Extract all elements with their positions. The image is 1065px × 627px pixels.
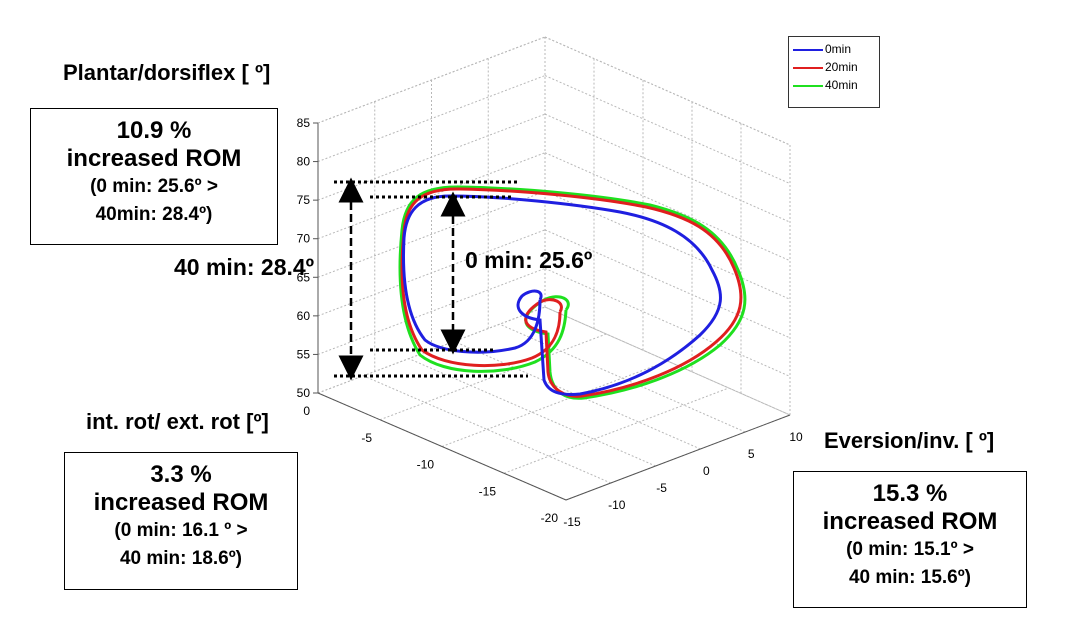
legend-label-40min: 40min: [825, 78, 858, 92]
grid-line: [544, 267, 791, 377]
plantar-rom-percent: 10.9 %: [116, 117, 192, 144]
rom-0-annotation: 0 min: 25.6º: [465, 247, 593, 273]
series-line-0min: [398, 185, 747, 400]
rom-40-annotation: 40 min: 28.4º: [174, 254, 315, 280]
z-tick-label: 50: [297, 386, 311, 400]
series-line-40min: [401, 194, 722, 396]
grid-line: [453, 340, 701, 450]
legend-swatch-20min: [793, 67, 823, 69]
z-tick-label: 60: [297, 309, 311, 323]
z-tick-label: 55: [297, 347, 311, 361]
plantar-rom-box: 10.9 % increased ROM (0 min: 25.6º > 40m…: [30, 108, 278, 245]
z-axis-label: Plantar/dorsiflex [ º]: [63, 60, 271, 85]
grid-line: [544, 152, 791, 262]
grid-line: [503, 387, 729, 474]
plantar-rom-detail-2: 40min: 28.4º): [95, 204, 213, 225]
plantar-rom-detail-1: (0 min: 25.6º >: [90, 176, 218, 197]
grid-line: [499, 323, 746, 433]
rotation-rom-text: increased ROM: [93, 489, 269, 516]
grid-line: [544, 75, 791, 185]
legend-swatch-0min: [793, 49, 823, 51]
box-edge: [544, 36, 791, 146]
plantar-rom-text: increased ROM: [66, 145, 242, 172]
grid-line: [544, 113, 791, 223]
series-line-20min: [400, 187, 743, 398]
y-tick-label: 0: [303, 404, 310, 418]
y-axis-label: int. rot/ ext. rot [º]: [86, 409, 269, 434]
y-tick-label: -5: [361, 431, 372, 445]
rom-measure-lines: [334, 177, 528, 381]
rotation-rom-detail-2: 40 min: 18.6º): [119, 548, 243, 569]
eversion-rom-detail-1: (0 min: 15.1º >: [846, 539, 974, 560]
grid-line: [544, 229, 791, 339]
x-tick-label: 0: [703, 464, 710, 478]
grid-lines: [317, 36, 791, 501]
legend-swatch-40min: [793, 85, 823, 87]
eversion-rom-detail-2: 40 min: 15.6º): [848, 567, 972, 588]
rotation-rom-box: 3.3 % increased ROM (0 min: 16.1 º > 40 …: [64, 452, 298, 590]
legend: 0min 20min 40min: [788, 36, 880, 108]
x-tick-label: 10: [789, 430, 803, 444]
tick-labels: 50 55 60 65 70 75 80 85 0 -5 -10 -15 -20 -15 -10 -5 0 5 10: [297, 116, 803, 529]
rotation-rom-detail-1: (0 min: 16.1 º >: [114, 520, 248, 541]
legend-label-0min: 0min: [825, 42, 852, 56]
grid-line: [317, 75, 546, 163]
z-tick-label: 70: [297, 232, 311, 246]
y-tick-label: -15: [479, 484, 497, 498]
eversion-rom-percent: 15.3 %: [872, 480, 948, 507]
z-tick-label: 65: [297, 270, 311, 284]
x-tick-label: -10: [608, 498, 626, 512]
x-tick-label: -15: [563, 515, 581, 529]
rotation-rom-percent: 3.3 %: [150, 461, 212, 488]
y-tick-label: -10: [417, 458, 435, 472]
series-curves: [398, 185, 747, 400]
grid-line: [379, 333, 607, 421]
z-tick-label: 75: [297, 193, 311, 207]
z-tick-label: 80: [297, 155, 311, 169]
axis-edge: [565, 414, 791, 501]
legend-item-20min: 20min: [789, 59, 879, 77]
eversion-rom-box: 15.3 % increased ROM (0 min: 15.1º > 40 …: [793, 471, 1027, 608]
legend-label-20min: 20min: [825, 60, 858, 74]
legend-item-40min: 40min: [789, 77, 879, 95]
x-tick-label: 5: [748, 447, 755, 461]
eversion-rom-text: increased ROM: [822, 508, 998, 535]
z-tick-label: 85: [297, 116, 311, 130]
axis-edge: [317, 392, 567, 501]
legend-item-0min: 0min: [789, 41, 879, 59]
x-axis-label: Eversion/inv. [ º]: [824, 428, 995, 453]
x-tick-label: -5: [656, 481, 667, 495]
box-edge: [317, 36, 546, 124]
y-tick-label: -20: [541, 511, 559, 525]
grid-line: [544, 190, 791, 300]
grid-line: [441, 360, 668, 447]
grid-line: [363, 375, 611, 484]
